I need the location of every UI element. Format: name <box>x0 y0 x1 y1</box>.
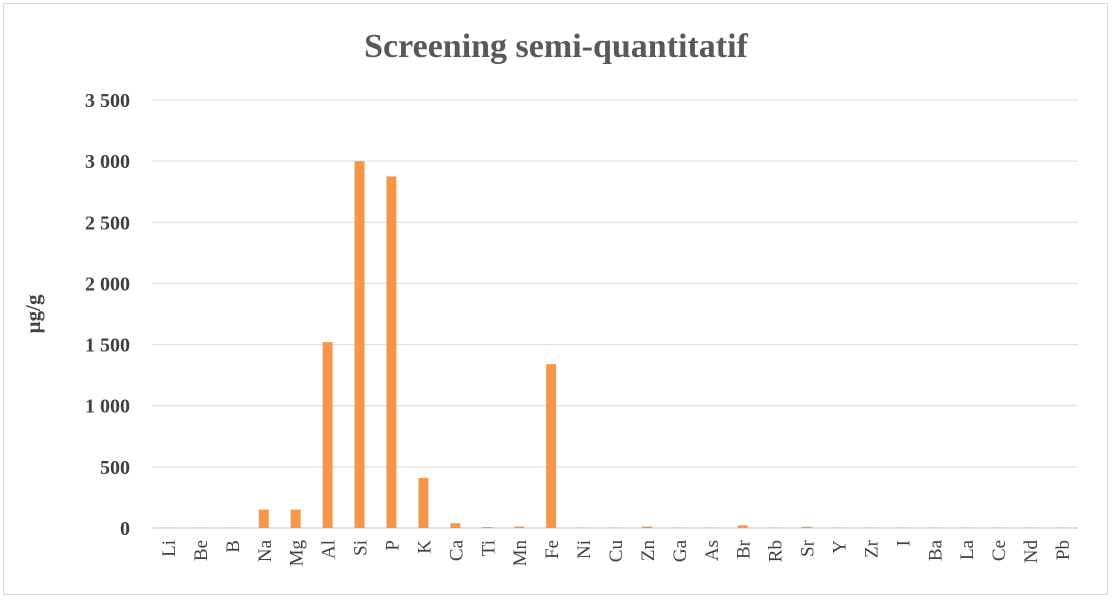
x-tick-label: Ga <box>670 539 691 562</box>
x-tick-label: Fe <box>542 540 563 559</box>
bar-k <box>418 477 429 528</box>
y-tick-label: 3 500 <box>85 90 130 112</box>
bar-zn <box>641 526 652 528</box>
x-tick-label: Br <box>734 539 755 559</box>
bar-fe <box>546 364 557 528</box>
x-tick-label: Zn <box>638 540 659 562</box>
y-tick-label: 2 000 <box>85 273 130 295</box>
y-tick-label: 500 <box>100 457 130 479</box>
bar-ca <box>450 523 461 528</box>
bars <box>162 161 1068 528</box>
bar-al <box>322 342 333 528</box>
x-tick-label: Be <box>191 540 212 561</box>
x-tick-label: Ti <box>478 540 499 556</box>
x-tick-label: Sr <box>798 539 819 557</box>
bar-sr <box>801 526 812 528</box>
x-tick-label: Zr <box>861 539 882 558</box>
x-tick-label: Al <box>319 540 340 559</box>
x-tick-label: Ca <box>446 539 467 561</box>
bar-mn <box>514 526 525 528</box>
y-tick-label: 1 000 <box>85 396 130 418</box>
chart-title: Screening semi-quantitatif <box>364 28 748 65</box>
x-tick-label: Si <box>351 540 372 556</box>
x-tick-label: Y <box>830 540 851 554</box>
x-tick-label: Pb <box>1053 540 1074 560</box>
x-tick-label: Ni <box>574 540 595 559</box>
bar-na <box>258 509 269 528</box>
bar-ti <box>482 527 493 528</box>
gridlines <box>152 99 1078 529</box>
x-tick-label: Nd <box>1021 540 1042 564</box>
x-tick-label: Li <box>159 540 180 557</box>
x-tick-label: B <box>223 540 244 553</box>
y-axis-label: µg/g <box>21 294 45 333</box>
bar-p <box>386 176 397 528</box>
x-tick-label: Na <box>255 539 276 562</box>
x-tick-label: K <box>414 540 435 554</box>
x-tick-label: La <box>957 539 978 560</box>
x-tick-label: Ba <box>925 539 946 561</box>
x-tick-label: Mn <box>510 540 531 567</box>
bar-si <box>354 161 365 528</box>
y-tick-label: 3 000 <box>85 151 130 173</box>
x-tick-label: Rb <box>766 540 787 562</box>
bar-mg <box>290 509 301 528</box>
x-tick-label: I <box>893 540 914 546</box>
y-tick-label: 1 500 <box>85 335 130 357</box>
x-axis-ticks: Li Be B Na Mg Al Si P K Ca Ti Mn Fe Ni Cu Zn Ga As Br Rb Sr Y… <box>159 539 1074 566</box>
x-tick-label: As <box>702 540 723 561</box>
y-axis-ticks: 0 500 1 000 1 500 2 000 2 500 3 000 3 500 <box>85 90 130 540</box>
x-tick-label: Mg <box>287 540 308 567</box>
bar-br <box>737 525 748 528</box>
y-tick-label: 0 <box>120 518 130 540</box>
x-tick-label: Ce <box>989 540 1010 561</box>
y-tick-label: 2 500 <box>85 212 130 234</box>
x-tick-label: P <box>382 540 403 551</box>
x-tick-label: Cu <box>606 540 627 563</box>
